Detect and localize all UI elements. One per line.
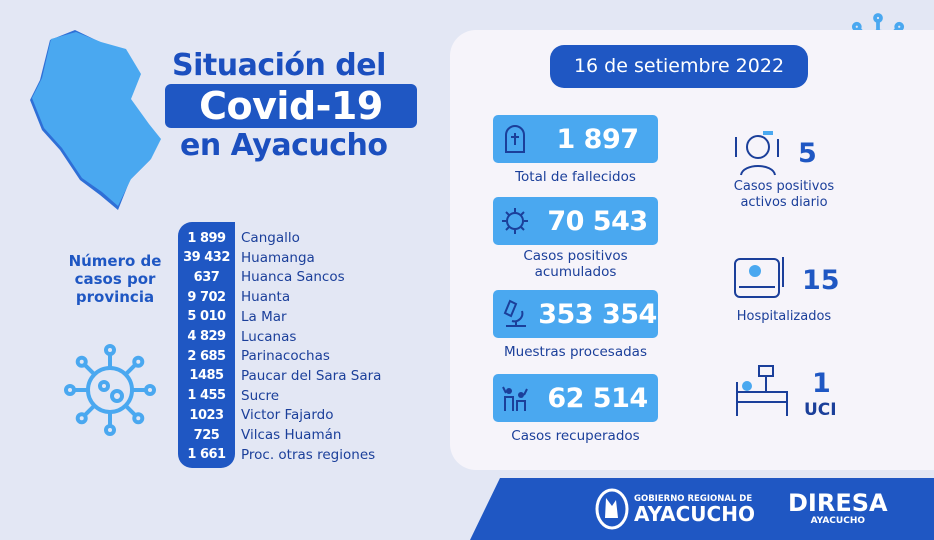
title-line1: Situación del	[172, 48, 386, 83]
virus-icon	[493, 207, 537, 235]
stat-box-deaths: 1 897	[493, 115, 658, 163]
province-name: Paucar del Sara Sara	[241, 367, 382, 384]
province-row: 1 661 Proc. otras regiones	[178, 445, 418, 465]
province-row: 1 455 Sucre	[178, 386, 418, 406]
gobierno-emblem-icon	[595, 488, 629, 530]
province-count: 1023	[189, 407, 224, 423]
province-name: Huanta	[241, 289, 291, 306]
diresa-small-text: AYACUCHO	[810, 516, 866, 526]
province-name: Huanca Sancos	[241, 269, 345, 286]
hospital-bed-icon	[734, 257, 784, 298]
stat-label: Total de fallecidos	[515, 169, 636, 185]
province-count: 1 899	[187, 230, 226, 246]
gobierno-regional-logo: GOBIERNO REGIONAL DE AYACUCHO	[595, 488, 755, 530]
side-stat-value: 5	[798, 138, 817, 169]
side-stat-value: 1	[812, 368, 831, 399]
stat-label: Casos positivos acumulados	[523, 248, 628, 280]
stat-value: 70 543	[547, 205, 648, 237]
province-row: 1 899 Cangallo	[178, 228, 418, 248]
stat-box-cumulative: 70 543	[493, 197, 658, 245]
sick-person-icon	[735, 131, 779, 176]
side-stat-value: 15	[802, 265, 840, 296]
family-icon	[493, 383, 537, 413]
province-name: Sucre	[241, 387, 280, 404]
stat-value: 353 354	[538, 298, 657, 330]
side-stat-label: UCI	[804, 400, 837, 420]
ayacucho-map-icon	[30, 30, 161, 210]
province-row: 39 432 Huamanga	[178, 248, 418, 268]
province-count: 1 661	[187, 447, 226, 463]
tombstone-icon	[493, 125, 537, 153]
province-count: 4 829	[187, 329, 226, 344]
province-row: 637 Huanca Sancos	[178, 267, 418, 287]
province-count: 2 685	[187, 348, 226, 364]
province-name: Vilcas Huamán	[241, 427, 342, 443]
side-stat-label: Casos positivos activos diario	[733, 179, 835, 210]
province-count: 9 702	[187, 289, 226, 305]
province-row: 725 Vilcas Huamán	[178, 425, 418, 445]
province-count: 637	[193, 269, 220, 285]
title-line3: en Ayacucho	[180, 128, 388, 163]
gob-big-text: AYACUCHO	[634, 502, 755, 526]
province-name: Lucanas	[241, 328, 297, 345]
province-name: Proc. otras regiones	[241, 446, 376, 463]
side-stat-label: Hospitalizados	[736, 309, 832, 324]
gob-small-text: GOBIERNO REGIONAL DE	[634, 494, 753, 504]
province-row: 1023 Victor Fajardo	[178, 405, 418, 425]
icu-bed-icon	[736, 365, 788, 416]
province-count: 39 432	[183, 250, 230, 266]
province-name: La Mar	[241, 308, 287, 325]
province-count: 1485	[189, 368, 224, 384]
stat-value: 62 514	[547, 382, 648, 414]
stat-value: 1 897	[556, 123, 639, 155]
province-count: 5 010	[187, 309, 226, 325]
province-row: 5 010 La Mar	[178, 307, 418, 327]
province-count: 725	[193, 427, 220, 443]
stat-label: Casos recuperados	[511, 428, 640, 444]
provinces-label: Número de casos por provincia	[68, 252, 162, 306]
province-name: Parinacochas	[241, 348, 330, 365]
stat-label: Muestras procesadas	[504, 344, 647, 360]
footer-band	[470, 478, 934, 540]
province-name: Huamanga	[241, 249, 315, 266]
virus-icon	[64, 344, 156, 436]
diresa-logo: DIRESA AYACUCHO	[788, 490, 888, 526]
province-row: 1485 Paucar del Sara Sara	[178, 366, 418, 386]
province-row: 9 702 Huanta	[178, 287, 418, 307]
province-name: Victor Fajardo	[241, 407, 334, 424]
province-row: 2 685 Parinacochas	[178, 346, 418, 366]
province-counts-pill	[178, 222, 235, 468]
province-row: 4 829 Lucanas	[178, 327, 418, 347]
microscope-icon	[493, 299, 537, 329]
province-count: 1 455	[187, 388, 226, 404]
title-covid: Covid-19	[165, 84, 417, 128]
province-name: Cangallo	[241, 230, 300, 246]
stat-box-recovered: 62 514	[493, 374, 658, 422]
date-badge: 16 de setiembre 2022	[550, 45, 808, 88]
diresa-big-text: DIRESA	[788, 489, 888, 517]
stat-box-samples: 353 354	[493, 290, 658, 338]
